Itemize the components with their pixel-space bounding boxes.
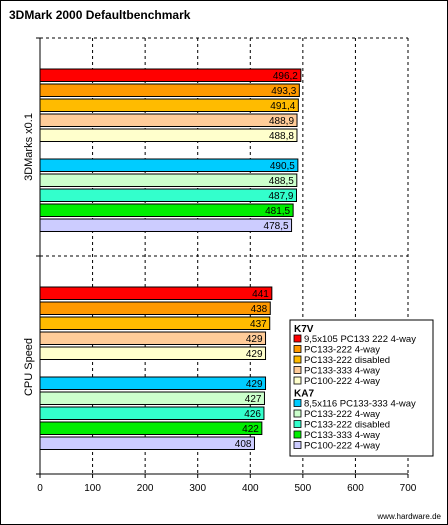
- legend-swatch: [293, 334, 302, 343]
- chart-title: 3DMark 2000 Defaultbenchmark: [9, 8, 191, 22]
- bar: [39, 158, 299, 172]
- bar: [39, 421, 263, 435]
- bar: [39, 406, 265, 420]
- bar: [39, 286, 273, 300]
- bar-value-label: 488,5: [269, 176, 294, 187]
- bar: [39, 391, 265, 405]
- x-tick-label: 300: [189, 483, 206, 494]
- x-tick-label: 200: [137, 483, 154, 494]
- bar-value-label: 429: [246, 334, 263, 345]
- bar-value-label: 426: [244, 409, 261, 420]
- x-tick-label: 600: [347, 483, 364, 494]
- legend-swatch: [293, 376, 302, 385]
- legend-label: 9,5x105 PC133 222 4-way: [304, 334, 416, 345]
- bar: [39, 346, 267, 360]
- group-label: 3DMarks x0.1: [23, 113, 35, 181]
- bar-value-label: 478,5: [264, 221, 289, 232]
- bars-layer: 496,2 493,3 491,4 488,9 488,8 490,5 488,5 487,9…: [39, 68, 302, 450]
- bar-value-label: 491,4: [270, 101, 295, 112]
- legend-label: PC133-333 4-way: [304, 366, 380, 377]
- legend-label: PC133-222 disabled: [304, 355, 390, 366]
- bar-value-label: 429: [246, 379, 263, 390]
- bar-value-label: 429: [246, 349, 263, 360]
- bar-value-label: 488,9: [269, 116, 294, 127]
- x-tick-label: 400: [242, 483, 259, 494]
- legend-swatch: [293, 399, 302, 407]
- bar-value-label: 427: [245, 394, 262, 405]
- legend-label: PC100-222 4-way: [304, 376, 380, 387]
- x-tick-label: 700: [400, 483, 417, 494]
- x-tick-label: 100: [84, 483, 101, 494]
- bar-value-label: 408: [235, 439, 252, 450]
- group-label: CPU Speed: [23, 338, 35, 396]
- bar: [39, 436, 255, 450]
- bar: [39, 173, 298, 187]
- legend-label: PC133-333 4-way: [304, 430, 380, 441]
- legend-heading: K7V: [294, 324, 314, 335]
- bar-value-label: 493,3: [271, 86, 296, 97]
- legend-swatch: [293, 366, 302, 374]
- x-tick-label: 500: [295, 483, 312, 494]
- bar: [39, 98, 299, 112]
- x-tick-label: 0: [37, 483, 43, 494]
- bar: [39, 218, 293, 232]
- legend-label: PC133-222 disabled: [304, 420, 390, 431]
- legend-swatch: [293, 409, 302, 418]
- legend-box: [289, 319, 434, 457]
- bar: [39, 113, 298, 127]
- bar: [39, 316, 271, 330]
- bar: [39, 188, 297, 202]
- bar-value-label: 481,5: [265, 206, 290, 217]
- axes-layer: 3DMarks x0.1 CPU Speed 0 100 200 300 400 500 600…: [23, 37, 417, 494]
- bar-value-label: 438: [251, 304, 268, 315]
- legend-heading: KA7: [294, 389, 314, 400]
- bar: [39, 68, 302, 82]
- bar: [39, 376, 267, 390]
- legend-label: PC133-222 4-way: [304, 409, 380, 420]
- legend-swatch: [293, 430, 302, 439]
- bar-value-label: 487,9: [268, 191, 293, 202]
- legend-label: PC100-222 4-way: [304, 441, 380, 452]
- legend-label: PC133-222 4-way: [304, 345, 380, 356]
- legend-swatch: [293, 420, 302, 428]
- legend-swatch: [293, 345, 302, 353]
- legend-label: 8,5x116 PC133-333 4-way: [304, 399, 416, 410]
- bar-value-label: 490,5: [270, 161, 295, 172]
- bar-value-label: 422: [242, 424, 259, 435]
- bar: [39, 128, 298, 142]
- bar-value-label: 437: [250, 319, 267, 330]
- bar-value-label: 441: [252, 289, 269, 300]
- bar-value-label: 496,2: [273, 71, 298, 82]
- bar: [39, 301, 271, 315]
- bar-value-label: 488,8: [269, 131, 294, 142]
- legend-swatch: [293, 355, 302, 364]
- bar: [39, 83, 300, 97]
- bar: [39, 203, 294, 217]
- footer-credit: www.hardware.de: [376, 512, 441, 521]
- bar: [39, 331, 267, 345]
- legend-swatch: [293, 441, 302, 449]
